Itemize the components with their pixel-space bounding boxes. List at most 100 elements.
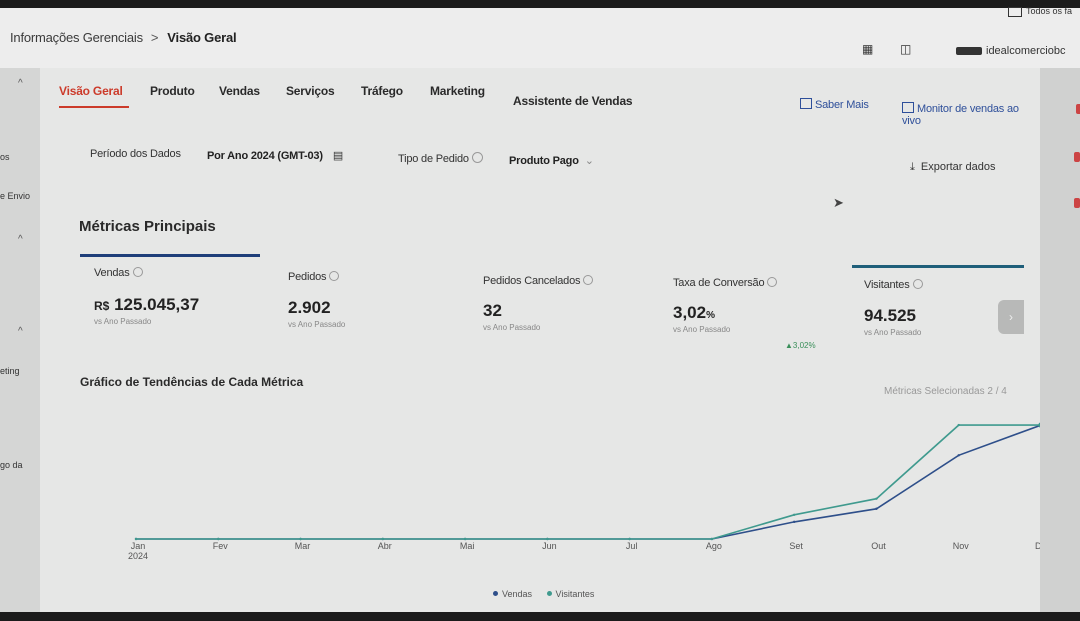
calendar-icon: ▤ <box>332 150 344 162</box>
metric-value-row: 3,02% <box>673 303 777 323</box>
x-tick-label: Ago <box>706 541 722 551</box>
period-selector[interactable]: Por Ano 2024 (GMT-03) ▤ <box>207 149 343 162</box>
data-point-visitantes[interactable] <box>299 537 302 541</box>
order-type-label-text: Tipo de Pedido <box>398 153 469 165</box>
metric-comparison: vs Ano Passado <box>673 325 731 334</box>
metric-value: 125.045,37 <box>114 295 200 314</box>
x-tick-label: Out <box>871 541 886 551</box>
metric-label-row: Vendas <box>94 267 199 279</box>
order-type-value: Produto Pago <box>509 155 579 167</box>
tab-trafego[interactable]: Tráfego <box>361 84 403 98</box>
metric-delta: ▲3,02% <box>785 341 816 350</box>
data-point-visitantes[interactable] <box>628 537 631 541</box>
metric-value: 2.902 <box>288 298 331 317</box>
period-label: Período dos Dados <box>90 148 181 160</box>
data-point-visitantes[interactable] <box>875 497 878 500</box>
x-tick-label: Jul <box>626 541 638 551</box>
monitor-icon <box>902 102 914 113</box>
x-tick-label: Nov <box>953 541 970 551</box>
side-marker <box>1076 104 1080 114</box>
tab-produto[interactable]: Produto <box>150 84 195 98</box>
bookmarks-folder[interactable]: Todos os fa <box>1007 6 1072 17</box>
data-point-vendas[interactable] <box>957 454 960 457</box>
data-point-visitantes[interactable] <box>463 537 467 541</box>
breadcrumb-current: Visão Geral <box>167 30 237 45</box>
tab-marketing[interactable]: Marketing <box>430 84 485 98</box>
metric-card-taxa-de-conversao[interactable]: Taxa de Conversão 3,02% vs Ano Passado <box>673 277 778 334</box>
data-point-visitantes[interactable] <box>710 537 714 541</box>
data-point-visitantes[interactable] <box>957 423 960 427</box>
user-menu[interactable]: idealcomerciobc <box>956 45 1065 57</box>
sidebar-item[interactable]: os <box>0 152 10 162</box>
live-monitor-label: Monitor de vendas ao vivo <box>902 103 1019 127</box>
metric-label-row: Taxa de Conversão <box>673 277 778 289</box>
metric-card-pedidos-cancelados[interactable]: Pedidos Cancelados 32 vs Ano Passado <box>483 275 594 332</box>
metric-value-row: R$ 125.045,37 <box>94 295 199 315</box>
export-button[interactable]: ⤓ Exportar dados <box>910 161 995 174</box>
data-point-visitantes[interactable] <box>792 513 796 516</box>
screen-top-bezel <box>0 0 1080 8</box>
mouse-cursor-icon: ➤ <box>833 195 844 210</box>
active-tab-indicator <box>59 106 129 108</box>
metric-label-row: Pedidos <box>288 271 345 283</box>
metric-unit: % <box>706 310 715 321</box>
x-tick-label: Dez <box>1035 541 1040 551</box>
learn-more-link[interactable]: Saber Mais <box>800 98 869 111</box>
legend-item-visitantes[interactable]: Visitantes <box>546 589 594 599</box>
selected-metrics-indicator[interactable]: Métricas Selecionadas 2 / 4 <box>884 386 1007 397</box>
info-icon[interactable] <box>471 152 483 163</box>
tab-assistente-de-vendas[interactable]: Assistente de Vendas <box>513 94 633 108</box>
left-sidebar: ^ os e Envio ^ ^ eting go da <box>0 68 40 612</box>
next-cards-button[interactable]: › <box>998 300 1024 334</box>
data-point-vendas[interactable] <box>875 507 878 510</box>
tab-servicos[interactable]: Serviços <box>286 84 335 98</box>
chart-title: Gráfico de Tendências de Cada Métrica <box>80 375 304 389</box>
metric-card-visitantes[interactable]: Visitantes 94.525 vs Ano Passado <box>864 279 923 337</box>
data-point-vendas[interactable] <box>792 520 796 524</box>
metric-comparison: vs Ano Passado <box>864 328 922 337</box>
data-point-visitantes[interactable] <box>134 537 138 541</box>
collapse-chevron-icon[interactable]: ^ <box>18 78 23 89</box>
order-type-select[interactable]: Produto Pago ⌄ <box>509 154 594 167</box>
metric-value: 3,02 <box>673 303 707 322</box>
metric-label: Pedidos Cancelados <box>483 275 581 287</box>
info-icon[interactable] <box>767 277 778 287</box>
breadcrumb-parent[interactable]: Informações Gerenciais <box>10 30 143 45</box>
book-icon[interactable]: ◫ <box>900 42 912 56</box>
screen-bottom-bezel <box>0 612 1080 621</box>
sidebar-item[interactable]: go da <box>0 460 23 470</box>
collapse-chevron-icon[interactable]: ^ <box>18 234 23 245</box>
tab-visao-geral[interactable]: Visão Geral <box>59 84 123 98</box>
legend-dot <box>546 591 552 596</box>
collapse-chevron-icon[interactable]: ^ <box>18 326 23 337</box>
export-label: Exportar dados <box>920 161 996 173</box>
sidebar-item[interactable]: eting <box>0 366 20 376</box>
data-point-visitantes[interactable] <box>1038 422 1040 428</box>
breadcrumb: Informações Gerenciais > Visão Geral <box>10 30 237 45</box>
metrics-title-underline <box>80 254 260 257</box>
live-monitor-link[interactable]: Monitor de vendas ao vivo <box>902 102 1040 127</box>
chart-legend: Vendas Visitantes <box>493 589 594 599</box>
chevron-right-icon: › <box>1009 310 1013 324</box>
apps-grid-icon[interactable]: ▦ <box>862 42 874 56</box>
data-point-visitantes[interactable] <box>546 537 549 541</box>
x-tick-label: Abr <box>378 541 392 551</box>
metric-label: Visitantes <box>864 279 910 291</box>
metric-comparison: vs Ano Passado <box>483 323 541 332</box>
info-icon[interactable] <box>912 279 923 289</box>
series-line-visitantes <box>136 424 1040 540</box>
data-point-visitantes[interactable] <box>217 537 220 541</box>
metric-card-vendas[interactable]: Vendas R$ 125.045,37 vs Ano Passado <box>94 267 199 326</box>
legend-item-vendas[interactable]: Vendas <box>493 589 532 599</box>
info-icon[interactable] <box>329 271 340 281</box>
data-point-visitantes[interactable] <box>381 537 385 541</box>
x-tick-label: Jun <box>542 541 557 551</box>
metric-card-pedidos[interactable]: Pedidos 2.902 vs Ano Passado <box>288 271 345 329</box>
folder-icon <box>1007 6 1022 17</box>
sidebar-item[interactable]: e Envio <box>0 191 31 201</box>
info-icon[interactable] <box>583 275 594 285</box>
info-icon[interactable] <box>132 267 143 277</box>
tab-vendas[interactable]: Vendas <box>219 84 260 98</box>
chevron-down-icon: ⌄ <box>584 155 594 167</box>
x-tick-label: Fev <box>213 541 229 551</box>
